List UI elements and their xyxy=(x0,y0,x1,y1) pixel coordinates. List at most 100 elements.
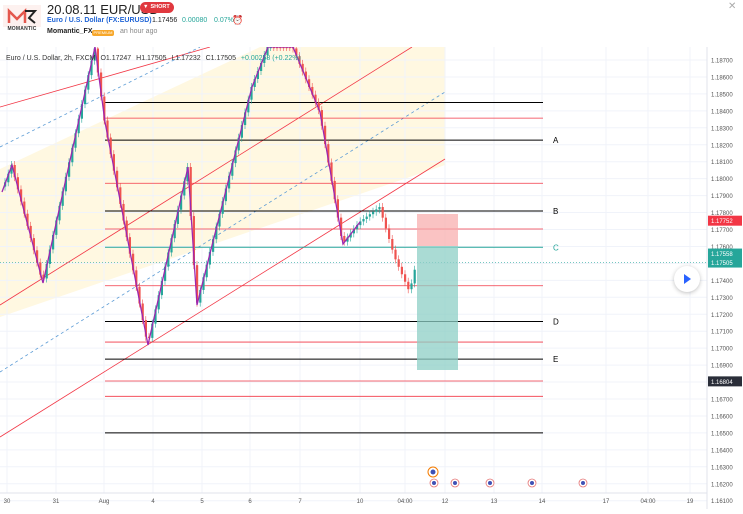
candle-body xyxy=(23,201,26,214)
candle-body xyxy=(170,238,173,253)
candle-body xyxy=(176,209,179,224)
legend-change: +0.00258 (+0.22%) xyxy=(240,55,301,62)
candle-body xyxy=(327,144,330,163)
candle-body xyxy=(375,209,378,212)
price-tags: 1.17752 1.17558 1.17505 1.16804 xyxy=(708,215,742,387)
candle-body xyxy=(116,170,119,188)
candle-body xyxy=(183,181,186,196)
price-tick-label: 1.16900 xyxy=(711,364,733,370)
candle-body xyxy=(336,199,339,218)
price-tick-label: 1.17000 xyxy=(711,347,733,353)
candle-body xyxy=(404,274,407,282)
price-tag xyxy=(708,215,742,226)
level-label-b: B xyxy=(553,207,558,216)
candle-body xyxy=(135,270,138,287)
level-label-d: D xyxy=(553,318,559,327)
event-dot xyxy=(432,481,436,485)
price-tick-label: 1.18200 xyxy=(711,143,733,149)
candle-body xyxy=(320,110,323,126)
event-dot xyxy=(581,481,585,485)
channel-fill xyxy=(0,47,445,317)
candle-body xyxy=(61,191,64,206)
candle-body xyxy=(77,118,80,134)
candle-body xyxy=(189,167,192,217)
close-icon[interactable]: ✕ xyxy=(728,1,737,12)
candle-body xyxy=(58,205,61,221)
candle-body xyxy=(128,237,131,254)
candle-body xyxy=(132,253,135,271)
chart-area[interactable]: A B C D E 1.18700 1.18600 1.18500 1.18400 1.1830… xyxy=(0,46,743,509)
candle-body xyxy=(381,207,384,218)
time-tick-label: 5 xyxy=(200,499,204,505)
candle-body xyxy=(48,249,51,264)
candle-body xyxy=(333,180,336,200)
candle-body xyxy=(90,60,93,76)
legend-low: L1.17232 xyxy=(171,55,201,62)
candle-body xyxy=(36,250,39,263)
price-tick-label: 1.18500 xyxy=(711,92,733,98)
level-labels: A B C D E xyxy=(553,136,559,364)
price-tick-label: 1.18400 xyxy=(711,109,733,115)
price-tick-label: 1.17200 xyxy=(711,313,733,319)
candle-body xyxy=(349,233,352,238)
symbol-change: 0.00080 xyxy=(182,17,208,24)
candle-body xyxy=(180,195,183,210)
price-tick-label: 1.18600 xyxy=(711,75,733,81)
candle-body xyxy=(64,176,67,192)
price-tick-label: 1.18000 xyxy=(711,177,733,183)
price-tick-label: 1.17600 xyxy=(711,245,733,251)
candle-body xyxy=(308,79,311,87)
candle-body xyxy=(125,220,128,238)
symbol-change-pct: 0.07% xyxy=(214,17,234,24)
time-tick-label: Aug xyxy=(99,499,110,505)
price-tag-label: 1.16804 xyxy=(711,380,733,386)
channel-line-upper[interactable] xyxy=(0,46,211,108)
grid xyxy=(0,47,707,502)
author-logo[interactable]: MOMANTIC xyxy=(3,5,41,35)
symbol-link[interactable]: Euro / U.S. Dollar (FX:EURUSD) xyxy=(47,17,152,24)
short-badge: ▼ SHORT xyxy=(140,2,174,13)
time-tick-label: 12 xyxy=(442,499,449,505)
candle-body xyxy=(32,238,35,251)
economic-events[interactable] xyxy=(427,466,588,488)
candle-body xyxy=(202,277,205,290)
candle-body xyxy=(205,264,208,278)
candle-body xyxy=(301,63,304,72)
price-tick-label: 1.17400 xyxy=(711,279,733,285)
time-tick-label: 7 xyxy=(298,499,302,505)
candle-body xyxy=(263,55,266,63)
candle-body xyxy=(192,216,195,266)
price-tick-label: 1.16100 xyxy=(711,499,733,505)
candle-body xyxy=(298,56,301,64)
zigzag-wave[interactable] xyxy=(1,46,361,346)
play-button[interactable] xyxy=(674,266,700,292)
candle-body xyxy=(365,216,368,219)
candle-body xyxy=(362,219,365,222)
candle-body xyxy=(317,102,320,111)
price-tick-label: 1.18300 xyxy=(711,126,733,132)
channel-line-mid[interactable] xyxy=(0,46,413,306)
post-time: an hour ago xyxy=(120,28,158,35)
candle-body xyxy=(304,71,307,80)
candle-body xyxy=(45,263,48,279)
candle-body xyxy=(260,63,263,71)
author-name[interactable]: Momantic_FX xyxy=(47,28,93,35)
position-stop-zone[interactable] xyxy=(417,214,458,246)
candle-body xyxy=(266,47,269,55)
price-axis[interactable] xyxy=(707,47,743,509)
candle-body xyxy=(199,289,202,303)
candle-body xyxy=(384,217,387,229)
time-axis-ticks: 30 31 Aug 4 5 6 7 10 04:00 12 13 14 17 04:00 19 xyxy=(4,499,694,505)
chart-legend: Euro / U.S. Dollar, 2h, FXCM O1.17247 H1… xyxy=(6,55,304,62)
position-target-zone[interactable] xyxy=(417,246,458,370)
chart-canvas[interactable]: A B C D E 1.18700 1.18600 1.18500 1.18400 1.1830… xyxy=(0,46,743,509)
time-tick-label: 31 xyxy=(53,499,60,505)
candle-body xyxy=(160,280,163,296)
channel-line-lower[interactable] xyxy=(0,158,446,438)
alarm-clock-icon[interactable]: ⏰ xyxy=(232,15,244,25)
candle-body xyxy=(343,235,346,242)
legend-symbol: Euro / U.S. Dollar, 2h, FXCM xyxy=(6,55,96,62)
candle-body xyxy=(138,286,141,304)
candle-body xyxy=(16,177,19,190)
premium-badge: PREMIUM xyxy=(92,30,114,36)
